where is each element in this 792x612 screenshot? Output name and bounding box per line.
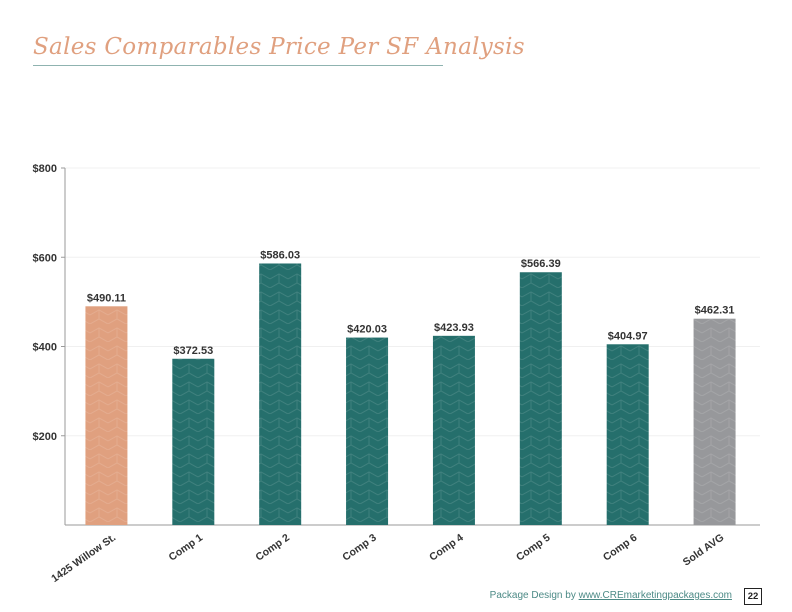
bar-subject — [85, 306, 128, 525]
bar-comp — [519, 272, 562, 525]
bar-comp — [259, 263, 302, 525]
x-tick-label: Sold AVG — [681, 532, 727, 569]
bar-value-label: $404.97 — [608, 330, 648, 342]
footer-credit-text: Package Design by — [489, 590, 576, 601]
x-tick-label: Comp 6 — [601, 532, 640, 564]
x-tick-label: Comp 4 — [427, 532, 466, 564]
y-tick-label: $200 — [33, 431, 57, 443]
bar-value-label: $372.53 — [173, 345, 213, 357]
bar-value-label: $490.11 — [87, 292, 126, 304]
bar-value-label: $566.39 — [521, 258, 561, 270]
bar-average — [693, 318, 736, 525]
x-tick-label: Comp 5 — [514, 532, 553, 564]
bar-value-label: $586.03 — [260, 249, 300, 261]
y-tick-label: $600 — [33, 252, 57, 264]
page-number: 22 — [744, 588, 762, 605]
bar-comp — [346, 337, 389, 525]
x-tick-label: Comp 3 — [340, 532, 379, 564]
page-title: Sales Comparables Price Per SF Analysis — [33, 34, 525, 60]
y-tick-label: $400 — [33, 342, 57, 354]
bar-value-label: $462.31 — [695, 305, 735, 317]
bar-comp — [606, 344, 649, 525]
bar-comp — [432, 335, 475, 525]
bar-value-label: $423.93 — [434, 322, 474, 334]
x-tick-label: 1425 Willow St. — [49, 532, 118, 585]
bar-comp — [172, 358, 215, 525]
y-tick-label: $800 — [33, 163, 57, 175]
title-divider — [33, 65, 443, 66]
footer-website-link[interactable]: www.CREmarketingpackages.com — [578, 590, 732, 601]
x-tick-label: Comp 2 — [253, 532, 292, 564]
x-tick-label: Comp 1 — [167, 532, 206, 564]
bar-value-label: $420.03 — [347, 324, 387, 336]
footer: Package Design by www.CREmarketingpackag… — [490, 590, 732, 601]
